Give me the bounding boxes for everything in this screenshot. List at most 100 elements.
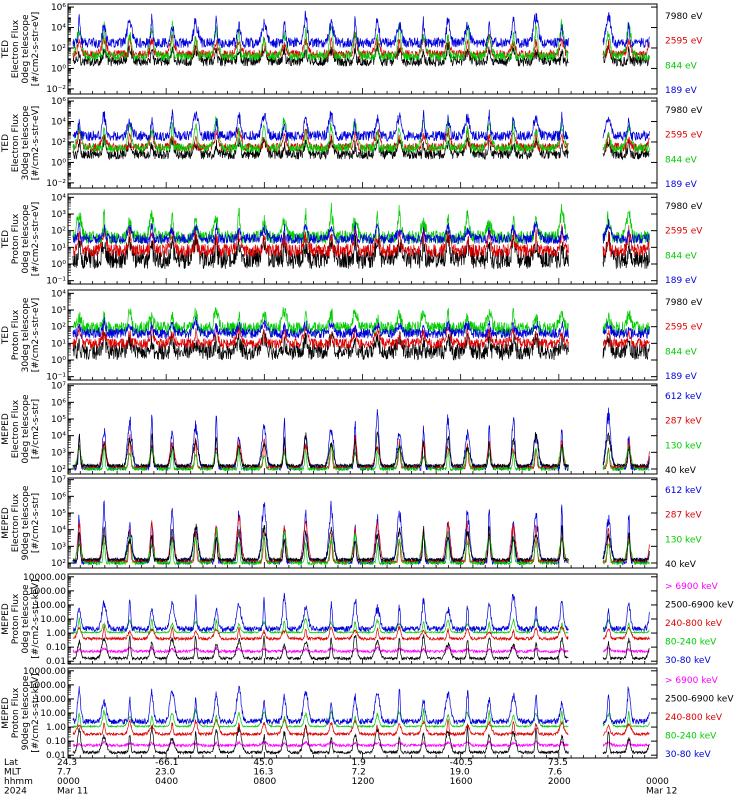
y-axis-label: MEPEDElectron Flux90deg telescope[#/cm2-… <box>1 485 41 560</box>
series-line <box>72 19 650 62</box>
y-tick-label: 10⁰ <box>51 158 66 168</box>
panel-frame <box>67 97 658 189</box>
legend-entry: 287 keV <box>665 417 702 427</box>
y-tick-label: 0.10 <box>46 643 66 653</box>
y-tick-label: 10² <box>51 559 66 569</box>
y-tick-label: 10⁻¹ <box>46 373 66 383</box>
time-row-title: hhmm <box>4 777 33 787</box>
panel-5: 10² 10³ 10⁴ 10⁵ 10⁶ 10⁷ MEPEDElectron Flux0deg… <box>1 382 702 476</box>
y-tick-label: 10⁰ <box>51 260 66 270</box>
panel-7: 0.01 0.10 1.00 10.00 100.00 1000.00 10000.00ME… <box>1 573 734 667</box>
time-row-value: 0800 <box>253 777 276 787</box>
time-row-value: Mar 12 <box>646 787 677 797</box>
legend-entry: 2595 eV <box>665 37 703 47</box>
series-line <box>72 10 650 50</box>
legend-entry: 7980 eV <box>665 106 703 116</box>
legend-entry: 612 keV <box>665 486 702 496</box>
y-tick-label: 10² <box>51 323 66 333</box>
panel-frame <box>67 477 658 569</box>
time-row-value: 7.6 <box>548 768 563 778</box>
panel-6: 10² 10³ 10⁴ 10⁵ 10⁶ 10⁷ MEPEDElectron Flux90de… <box>1 476 702 570</box>
legend-entry: 189 eV <box>665 180 698 190</box>
y-axis-label: TEDProton Flux30deg telescope[#/cm2-s-st… <box>1 297 41 372</box>
y-tick-label: 1000.00 <box>29 587 66 597</box>
time-row-value: 1200 <box>352 777 375 787</box>
series-line <box>72 523 650 563</box>
time-row-title: 2024 <box>4 787 27 797</box>
y-tick-label: 10⁰ <box>51 64 66 74</box>
legend-entry: 189 eV <box>665 86 698 96</box>
legend-entry: 7980 eV <box>665 202 703 212</box>
y-tick-label: 10⁻² <box>46 179 66 189</box>
series-line <box>72 134 650 161</box>
series-line <box>72 407 650 472</box>
y-axis-label: MEPEDElectron Flux0deg telescope[#/cm2-s… <box>1 394 41 464</box>
legend-entry: 2595 eV <box>665 323 703 333</box>
y-tick-label: 0.01 <box>46 657 66 667</box>
series-line <box>72 316 650 340</box>
series-line <box>72 224 650 259</box>
series-line <box>72 740 650 749</box>
series-line <box>72 500 650 566</box>
time-row-value: 73.5 <box>548 758 568 768</box>
time-row-value: 0000 <box>646 777 669 787</box>
panel-4: 10⁻¹ 10⁰ 10¹ 10² 10³ 10⁴ TEDProton Flux30deg t… <box>1 289 703 382</box>
panel-frame <box>67 3 658 95</box>
legend-entry: 2595 eV <box>665 131 703 141</box>
legend-entry: 30-80 keV <box>665 750 711 760</box>
series-line <box>72 724 650 756</box>
legend-entry: 2500-6900 keV <box>665 601 734 611</box>
time-row-value: 19.0 <box>450 768 470 778</box>
y-tick-label: 10⁶ <box>51 492 66 502</box>
panels: 10⁻² 10⁰ 10² 10⁴ 10⁶ TEDElectron Flux0deg tel… <box>1 3 734 761</box>
time-row-title: Lat <box>4 758 19 768</box>
time-row-value: -40.5 <box>450 758 473 768</box>
legend-entry: 844 eV <box>665 347 698 357</box>
y-tick-label: 0.10 <box>46 737 66 747</box>
series-line <box>72 592 650 633</box>
series-line <box>72 685 650 726</box>
series-line <box>72 431 650 469</box>
y-tick-label: 100.00 <box>35 695 67 705</box>
y-axis-label: MEPEDProton Flux0deg telescope[#/cm2-s-s… <box>1 579 41 658</box>
legend-entry: 2500-6900 keV <box>665 695 734 705</box>
time-row-value: 1.9 <box>352 758 367 768</box>
y-tick-label: 1.00 <box>46 723 66 733</box>
time-row-value: -66.1 <box>155 758 178 768</box>
legend-entry: 80-240 keV <box>665 732 717 742</box>
y-tick-label: 10³ <box>51 210 66 220</box>
series-line <box>72 718 650 737</box>
panel-3: 10⁻¹ 10⁰ 10¹ 10² 10³ 10⁴ TEDProton Flux0deg te… <box>1 193 703 286</box>
legend-entry: 130 keV <box>665 441 702 451</box>
time-row-value: 7.2 <box>352 768 366 778</box>
panel-1: 10⁻² 10⁰ 10² 10⁴ 10⁶ TEDElectron Flux0deg tel… <box>1 3 703 96</box>
legend-entry: 130 keV <box>665 535 702 545</box>
y-tick-label: 10⁵ <box>51 509 66 519</box>
y-tick-label: 10¹ <box>51 243 66 253</box>
panel-8: 0.01 0.10 1.00 10.00 100.00 1000.00 10000.00ME… <box>1 667 734 761</box>
y-tick-label: 10¹ <box>51 339 66 349</box>
legend-entry: 40 keV <box>665 466 697 476</box>
y-tick-label: 10³ <box>51 306 66 316</box>
y-tick-label: 10² <box>51 44 66 54</box>
legend-entry: 240-800 keV <box>665 713 723 723</box>
series-line <box>72 109 650 142</box>
y-tick-label: 10⁴ <box>51 526 66 536</box>
time-row-value: 0400 <box>155 777 178 787</box>
y-axis-label: TEDProton Flux0deg telescope[#/cm2-s-str… <box>1 202 41 277</box>
legend-entry: 612 keV <box>665 392 702 402</box>
y-tick-label: 10⁴ <box>51 193 66 203</box>
y-tick-label: 10⁶ <box>51 97 66 107</box>
legend-entry: 2595 eV <box>665 227 703 237</box>
series-line <box>72 645 650 655</box>
y-tick-label: 10⁵ <box>51 415 66 425</box>
y-tick-label: 10⁰ <box>51 356 66 366</box>
time-axis-labels: Lat 24.3 -66.1 45.0 1.9 -40.5 73.5 MLT 7.7 23.0 16… <box>4 758 677 797</box>
y-tick-label: 10⁴ <box>51 289 66 299</box>
y-tick-label: 10³ <box>51 448 66 458</box>
time-row-value: 7.7 <box>57 768 71 778</box>
y-tick-label: 10⁷ <box>51 476 66 486</box>
y-axis-label: TEDElectron Flux0deg telescope[#/cm2-s-s… <box>1 12 41 87</box>
y-tick-label: 10000.00 <box>23 573 66 583</box>
y-tick-label: 10² <box>51 465 66 475</box>
